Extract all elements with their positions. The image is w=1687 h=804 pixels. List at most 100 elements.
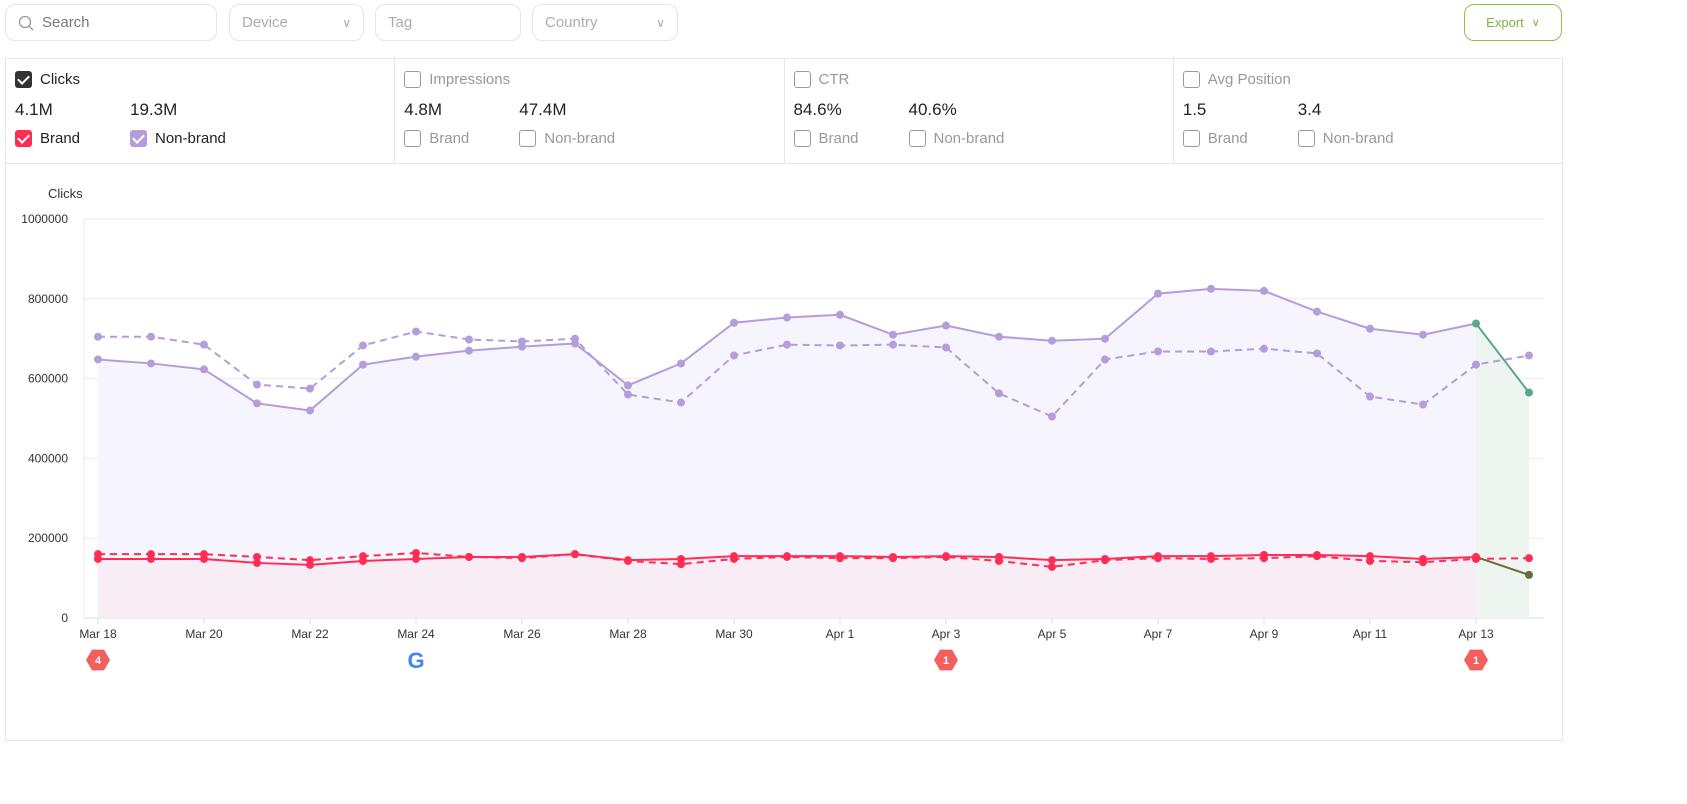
nonbrand-checkbox[interactable] [1297, 130, 1315, 147]
annotation-marker[interactable] [934, 649, 958, 671]
brand-checkbox[interactable] [15, 130, 32, 147]
nonbrand-dashed-point [836, 341, 844, 350]
brand-dashed-point [1313, 552, 1321, 561]
nonbrand-checkbox[interactable] [519, 130, 537, 147]
nonbrand-dashed-point [942, 343, 950, 352]
nonbrand-dashed-point [253, 380, 261, 389]
brand-dashed-point [571, 550, 579, 559]
brand-dashed-point [1419, 558, 1427, 567]
nonbrand-checkbox[interactable] [908, 130, 926, 147]
nonbrand-dashed-point [677, 398, 685, 407]
nonbrand-dashed-point [1525, 351, 1533, 360]
nonbrand-dashed-point [94, 332, 102, 341]
x-tick-label: Mar 18 [79, 627, 117, 641]
brand-solid-point [1048, 556, 1056, 565]
annotation-marker[interactable] [86, 649, 110, 671]
brand-dashed-point [995, 556, 1003, 565]
brand-checkbox[interactable] [1182, 130, 1200, 147]
brand-dashed-point [1207, 554, 1215, 563]
brand-partial-line [1475, 556, 1530, 576]
nonbrand-partial-line [1475, 322, 1530, 394]
nonbrand-label: Non-brand [1322, 130, 1394, 147]
nonbrand-solid-point [1154, 289, 1162, 298]
export-button[interactable]: Export ∨ [1464, 4, 1562, 41]
nonbrand-solid-point [836, 310, 844, 319]
brand-dashed-point [1525, 554, 1533, 563]
nonbrand-value: 47.4M [519, 100, 567, 119]
nonbrand-checkbox[interactable] [130, 130, 147, 147]
brand-label: Brand [818, 130, 859, 147]
x-tick-label: Mar 22 [291, 627, 329, 641]
nonbrand-area [98, 288, 1476, 618]
nonbrand-solid-point [200, 365, 208, 374]
avg-position-checkbox[interactable] [1182, 71, 1200, 88]
brand-checkbox[interactable] [793, 130, 811, 147]
brand-dashed-point [942, 552, 950, 561]
annotation-count: 1 [943, 655, 949, 667]
nonbrand-solid-point [783, 313, 791, 322]
nonbrand-dashed-point [359, 341, 367, 350]
brand-dashed-point [147, 550, 155, 559]
search-placeholder: Search [42, 14, 90, 31]
x-tick-label: Mar 20 [185, 627, 223, 641]
impressions-checkbox[interactable] [404, 71, 422, 88]
brand-solid-point [412, 554, 420, 563]
annotation-marker[interactable] [1464, 649, 1488, 671]
brand-dashed-point [677, 560, 685, 569]
nonbrand-solid-point [995, 332, 1003, 341]
search-input[interactable]: Search [5, 4, 217, 41]
metric-title: Clicks [40, 71, 80, 88]
x-tick-label: Apr 7 [1144, 627, 1173, 641]
nonbrand-dashed-point [571, 334, 579, 343]
nonbrand-dashed-point [1260, 344, 1268, 353]
brand-dashed-point [1260, 554, 1268, 563]
nonbrand-label: Non-brand [544, 130, 616, 147]
nonbrand-dashed-point [1048, 412, 1056, 421]
brand-dashed-point [1366, 556, 1374, 565]
brand-checkbox[interactable] [404, 130, 422, 147]
ctr-checkbox[interactable] [793, 71, 811, 88]
chevron-down-icon: ∨ [1531, 17, 1540, 29]
brand-dashed-point [306, 556, 314, 565]
metric-card-ctr: CTR 84.6% 40.6% Brand Non-brand [785, 59, 1174, 164]
tag-input[interactable]: Tag [375, 4, 521, 41]
y-tick-label: 1000000 [21, 212, 68, 226]
brand-dashed-point [465, 552, 473, 561]
nonbrand-solid-point [465, 346, 473, 355]
metric-cards: Clicks 4.1M 19.3M Brand Non-brand Impressi… [5, 58, 1563, 164]
clicks-checkbox[interactable] [15, 71, 32, 88]
nonbrand-dashed-point [1154, 347, 1162, 356]
nonbrand-solid-point [1048, 336, 1056, 345]
device-dropdown[interactable]: Device ∨ [229, 4, 364, 41]
nonbrand-dashed-point [1472, 360, 1480, 369]
brand-dashed-point [359, 552, 367, 561]
brand-value: 1.5 [1182, 100, 1207, 119]
metric-card-impressions: Impressions 4.8M 47.4M Brand Non-brand [395, 59, 785, 164]
brand-dashed-point [1048, 562, 1056, 571]
nonbrand-solid-point [889, 330, 897, 339]
x-tick-label: Apr 5 [1038, 627, 1067, 641]
brand-area [98, 554, 1476, 618]
nonbrand-dashed-point [783, 340, 791, 349]
brand-dashed-point [783, 552, 791, 561]
brand-dashed-point [253, 552, 261, 561]
nonbrand-solid-point [1313, 307, 1321, 316]
nonbrand-label: Non-brand [933, 130, 1005, 147]
search-icon [18, 15, 34, 30]
nonbrand-dashed-point [624, 390, 632, 399]
x-tick-label: Mar 24 [397, 627, 435, 641]
country-dropdown[interactable]: Country ∨ [532, 4, 678, 41]
nonbrand-solid-point [359, 360, 367, 369]
nonbrand-dashed-point [200, 340, 208, 349]
y-tick-label: 0 [61, 611, 68, 625]
brand-solid-point [1525, 570, 1533, 579]
clicks-chart: Clicks 0 200000 400000 600000 800000 1000000 Ma… [5, 163, 1563, 741]
nonbrand-dashed-point [995, 389, 1003, 398]
x-tick-label: Apr 1 [826, 627, 855, 641]
y-axis-label: Clicks [48, 186, 83, 201]
nonbrand-dashed-point [1207, 347, 1215, 356]
metric-title: Avg Position [1207, 71, 1291, 88]
brand-value: 4.1M [15, 100, 53, 119]
nonbrand-value: 3.4 [1297, 100, 1322, 119]
x-tick-label: Mar 26 [503, 627, 541, 641]
